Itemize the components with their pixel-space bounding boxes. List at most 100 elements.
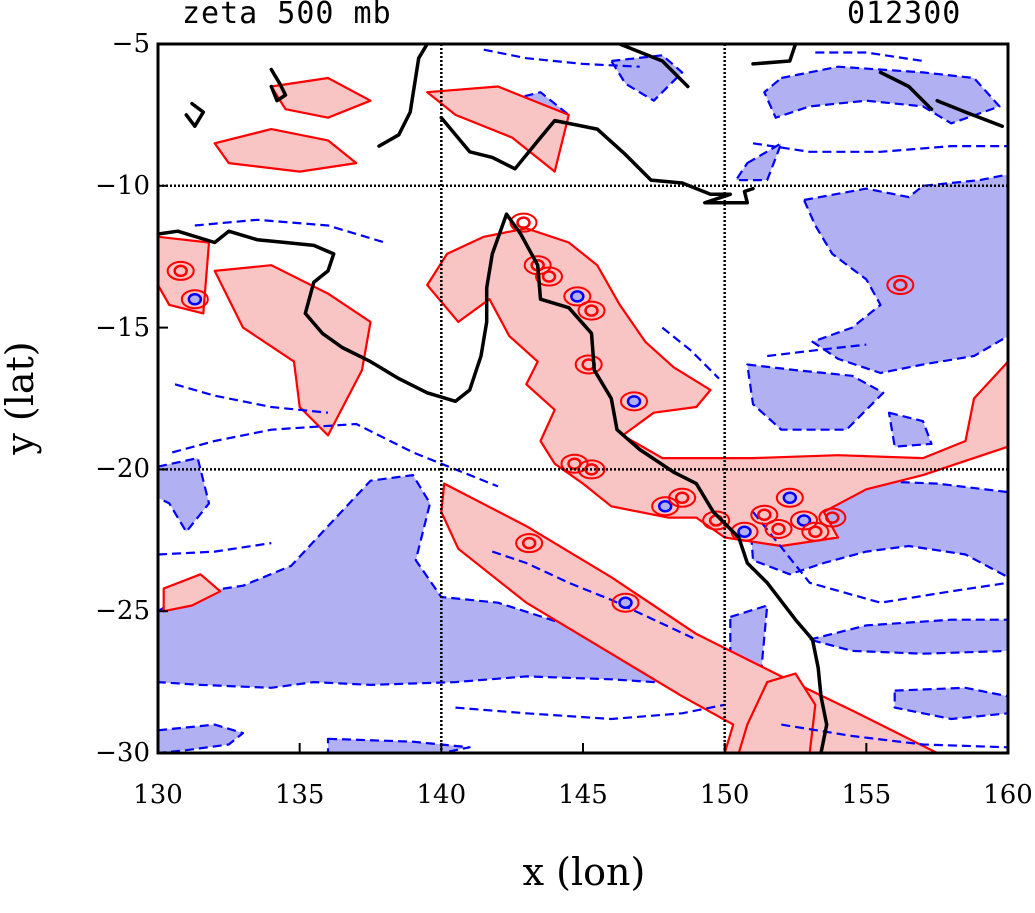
positive-vorticity-region <box>213 128 358 173</box>
vortex-contour-outer <box>574 354 603 375</box>
chart-title-timestamp: 012300 <box>847 0 962 31</box>
negative-vorticity-region <box>734 142 783 182</box>
x-tick-label: 130 <box>133 780 183 810</box>
vortex-contour-inner <box>771 522 786 536</box>
vortex-contour-inner <box>893 278 908 292</box>
y-tick-label: −5 <box>111 29 150 59</box>
negative-contour-line <box>194 218 386 244</box>
vortex-contour-outer <box>515 533 544 554</box>
y-tick-label: −20 <box>95 454 150 485</box>
vortex-contour-inner <box>521 536 537 550</box>
vortex-contour-inner <box>618 596 633 609</box>
negative-vorticity-region <box>802 173 1008 375</box>
negative-contour-line <box>661 326 720 380</box>
vortex-contour-outer <box>668 487 697 508</box>
vortex-contour-outer <box>801 521 830 542</box>
chart-title-field: zeta 500 mb <box>182 0 392 31</box>
x-tick-label: 135 <box>274 780 325 810</box>
y-tick-label: −15 <box>95 312 150 343</box>
vortex-contour-inner <box>570 290 585 303</box>
vortex-contour-outer <box>775 487 804 508</box>
positive-vorticity-region <box>440 482 939 753</box>
coastline <box>439 115 755 205</box>
positive-vorticity-region <box>426 227 1008 548</box>
negative-contour-line <box>455 703 725 721</box>
vortex-contour-inner <box>541 270 557 283</box>
x-tick-label: 160 <box>983 780 1033 810</box>
positive-vorticity-region <box>270 76 372 119</box>
vortex-contour-outer <box>790 510 818 531</box>
negative-vorticity-region <box>746 363 885 431</box>
coastline <box>878 70 934 111</box>
negative-vorticity-region <box>887 411 933 448</box>
coastline <box>618 44 690 89</box>
negative-contour-line <box>767 343 867 358</box>
vortex-contour-outer <box>611 592 640 613</box>
vortex-contour-outer <box>818 507 847 528</box>
negative-contour-line <box>781 723 1008 749</box>
negative-contour-line <box>174 383 329 414</box>
vortex-contour-outer <box>535 266 563 287</box>
vortex-contour-outer <box>886 275 915 296</box>
vortex-contour-inner <box>584 304 599 317</box>
negative-contour-line <box>815 51 924 63</box>
x-tick-label: 140 <box>416 780 467 810</box>
negative-vorticity-region <box>763 65 1001 125</box>
y-tick-label: −30 <box>95 738 150 768</box>
negative-vorticity-region <box>893 686 1008 721</box>
vortex-contour-inner <box>516 216 531 229</box>
plot-frame <box>156 42 1010 755</box>
vortex-contour-outer <box>560 453 589 474</box>
x-axis-label: x (lon) <box>522 850 646 894</box>
vortex-contour-outer <box>750 504 779 525</box>
negative-vorticity-region <box>158 723 245 753</box>
vortex-contour-inner <box>173 264 188 278</box>
vortex-contour-outer <box>577 300 606 321</box>
vortex-contour-inner <box>657 500 673 513</box>
positive-vorticity-region <box>426 85 570 173</box>
vortex-contour-outer <box>702 510 731 531</box>
x-tick-label: 145 <box>558 780 608 810</box>
vortex-contour-outer <box>764 518 793 539</box>
vortex-contour-outer <box>180 289 209 310</box>
positive-vorticity-region <box>737 672 817 753</box>
positive-vorticity-region <box>213 264 372 437</box>
coastline <box>184 101 206 128</box>
vortex-contour-inner <box>808 525 823 539</box>
negative-vorticity-region <box>610 54 684 102</box>
coastline <box>935 98 1005 128</box>
negative-vorticity-region <box>326 737 471 753</box>
vortex-contour-inner <box>584 463 599 476</box>
negative-vorticity-region <box>158 474 715 689</box>
negative-vorticity-region <box>158 457 211 533</box>
negative-vorticity-region <box>808 618 1008 655</box>
vortex-contour-inner <box>674 491 690 505</box>
coastline <box>751 44 798 66</box>
vortex-contour-inner <box>737 525 752 539</box>
coastline <box>158 212 829 753</box>
negative-contour-line <box>483 48 640 68</box>
positive-vorticity-region <box>162 573 222 613</box>
negative-contour-line <box>752 511 1008 604</box>
vortex-contour-outer <box>620 391 648 412</box>
coastline <box>377 44 429 148</box>
vortex-contour-outer <box>563 286 592 307</box>
x-tick-label: 150 <box>699 780 750 810</box>
negative-contour-line <box>171 422 499 488</box>
negative-contour-line <box>158 542 272 556</box>
negative-contour-line <box>752 142 1008 153</box>
vortex-contour-inner <box>796 514 812 527</box>
y-tick-label: −25 <box>95 596 150 627</box>
vortex-contour-inner <box>825 511 840 524</box>
negative-contour-line <box>491 550 697 641</box>
vortex-contour-outer <box>166 260 195 281</box>
x-tick-label: 155 <box>841 780 892 810</box>
coastline <box>269 67 288 103</box>
vortex-contour-inner <box>757 508 772 522</box>
vortex-contour-inner <box>187 292 203 306</box>
vortex-contour-inner <box>782 491 798 505</box>
vortex-contour-inner <box>626 395 642 408</box>
y-tick-label: −10 <box>95 170 150 201</box>
